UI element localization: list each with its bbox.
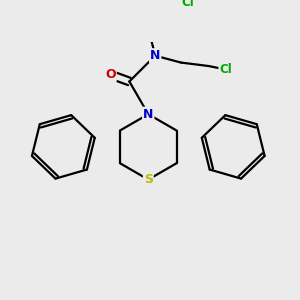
Text: N: N: [143, 108, 154, 121]
Text: Cl: Cl: [219, 63, 232, 76]
Text: O: O: [105, 68, 116, 81]
Text: N: N: [150, 49, 160, 62]
Text: S: S: [144, 173, 153, 186]
Text: Cl: Cl: [182, 0, 194, 9]
